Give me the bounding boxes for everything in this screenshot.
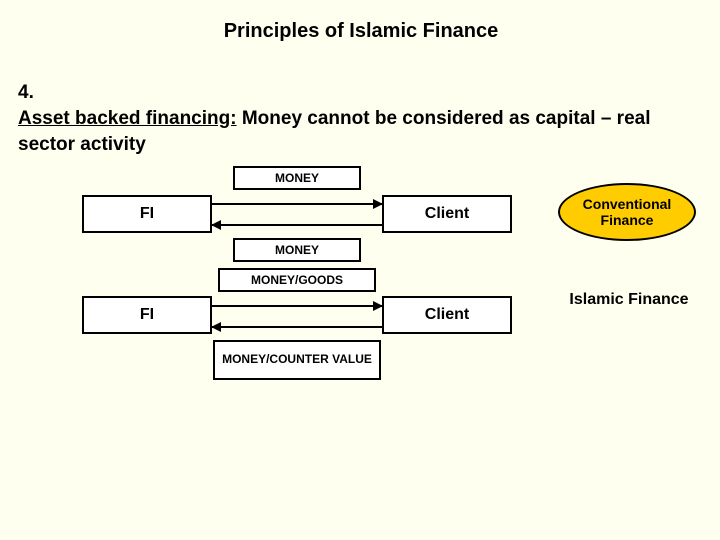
slide: Principles of Islamic Finance 4. Asset b… — [0, 0, 720, 540]
page-title: Principles of Islamic Finance — [176, 20, 546, 43]
arrow-countervalue-to-fi — [212, 326, 382, 328]
arrow-goods-to-client — [212, 305, 382, 307]
bullet-lead: Asset backed financing: — [18, 108, 237, 129]
bullet-text: Asset backed financing: Money cannot be … — [18, 106, 652, 158]
fi-label: FI — [140, 205, 154, 223]
client-label-2: Client — [425, 306, 469, 324]
money-goods-box: MONEY/GOODS — [218, 268, 376, 292]
money-label-top: MONEY — [275, 171, 319, 185]
money-box-top: MONEY — [233, 166, 361, 190]
bullet-4: 4. Asset backed financing: Money cannot … — [18, 80, 678, 158]
money-goods-label: MONEY/GOODS — [251, 273, 343, 287]
counter-value-box: MONEY/COUNTER VALUE — [213, 340, 381, 380]
client-label: Client — [425, 205, 469, 223]
fi-box-islamic: FI — [82, 296, 212, 334]
conventional-finance-label: Conventional Finance — [560, 196, 694, 228]
islamic-finance-label: Islamic Finance — [565, 290, 693, 310]
arrow-money-to-client — [212, 203, 382, 205]
client-box-islamic: Client — [382, 296, 512, 334]
fi-box-conventional: FI — [82, 195, 212, 233]
fi-label-2: FI — [140, 306, 154, 324]
money-label-bottom: MONEY — [275, 243, 319, 257]
arrow-money-to-fi — [212, 224, 382, 226]
money-box-bottom: MONEY — [233, 238, 361, 262]
bullet-number: 4. — [18, 80, 44, 106]
conventional-finance-ellipse: Conventional Finance — [558, 183, 696, 241]
counter-value-label: MONEY/COUNTER VALUE — [222, 353, 372, 366]
client-box-conventional: Client — [382, 195, 512, 233]
